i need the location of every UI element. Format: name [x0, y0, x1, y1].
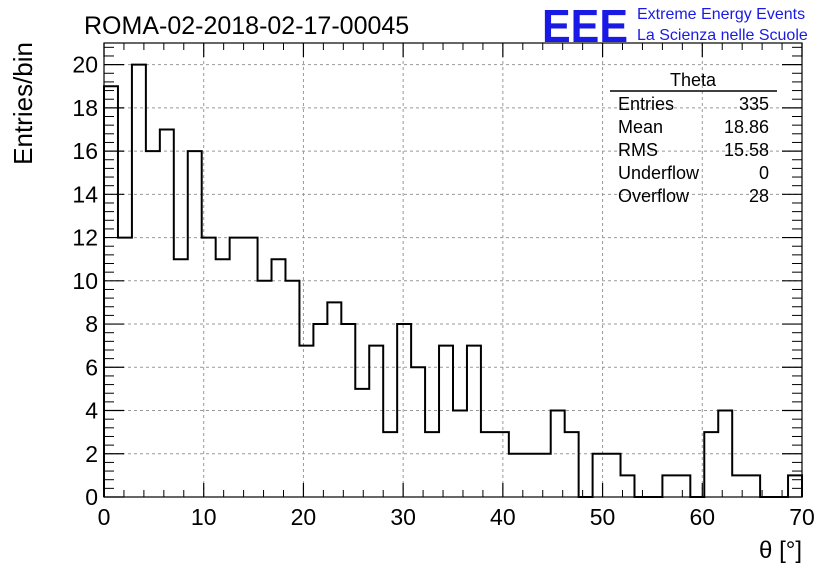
- x-tick-label-1: 10: [191, 504, 217, 530]
- stats-label-rms: RMS: [618, 140, 658, 160]
- stats-value-entries: 335: [739, 94, 769, 114]
- y-tick-label-5: 10: [72, 268, 98, 294]
- x-tick-label-3: 30: [390, 504, 416, 530]
- stats-label-mean: Mean: [618, 117, 663, 137]
- stats-box: Theta Entries 335 Mean 18.86 RMS 15.58 U…: [610, 70, 777, 206]
- x-tick-label-6: 60: [689, 504, 715, 530]
- y-tick-label-9: 18: [72, 95, 98, 121]
- eee-logo-line1: Extreme Energy Events: [637, 6, 805, 23]
- x-tick-label-5: 50: [590, 504, 616, 530]
- x-tick-label-4: 40: [490, 504, 516, 530]
- y-tick-label-0: 0: [85, 484, 98, 510]
- y-tick-label-3: 6: [85, 354, 98, 380]
- stats-title: Theta: [670, 70, 717, 90]
- y-tick-label-2: 4: [85, 398, 98, 424]
- stats-label-underflow: Underflow: [618, 163, 700, 183]
- stats-label-entries: Entries: [618, 94, 674, 114]
- chart-title: ROMA-02-2018-02-17-00045: [84, 12, 409, 40]
- stats-value-overflow: 28: [749, 186, 769, 206]
- y-axis-label: Entries/bin: [8, 42, 38, 165]
- y-tick-label-6: 12: [72, 225, 98, 251]
- x-tick-label-2: 20: [291, 504, 317, 530]
- y-tick-label-4: 8: [85, 311, 98, 337]
- y-tick-label-7: 14: [72, 181, 98, 207]
- y-tick-label-8: 16: [72, 138, 98, 164]
- eee-logo-mark: EEE: [542, 0, 628, 52]
- eee-logo-line2: La Scienza nelle Scuole: [637, 27, 808, 44]
- x-tick-label-0: 0: [98, 504, 111, 530]
- stats-value-underflow: 0: [759, 163, 769, 183]
- eee-logo: EEE Extreme Energy Events La Scienza nel…: [542, 0, 808, 52]
- y-tick-label-1: 2: [85, 441, 98, 467]
- stats-label-overflow: Overflow: [618, 186, 690, 206]
- x-tick-label-7: 70: [789, 504, 815, 530]
- x-axis-label: θ [°]: [759, 537, 802, 564]
- axis-ticks: 0 10 20 30 40 50 60 70 0 2 4 6 8 10 12 14 16 18 20: [72, 43, 815, 530]
- stats-value-rms: 15.58: [724, 140, 769, 160]
- plot-frame: [103, 42, 803, 498]
- y-tick-label-10: 20: [72, 52, 98, 78]
- histogram-outline: [103, 63, 803, 498]
- stats-value-mean: 18.86: [724, 117, 769, 137]
